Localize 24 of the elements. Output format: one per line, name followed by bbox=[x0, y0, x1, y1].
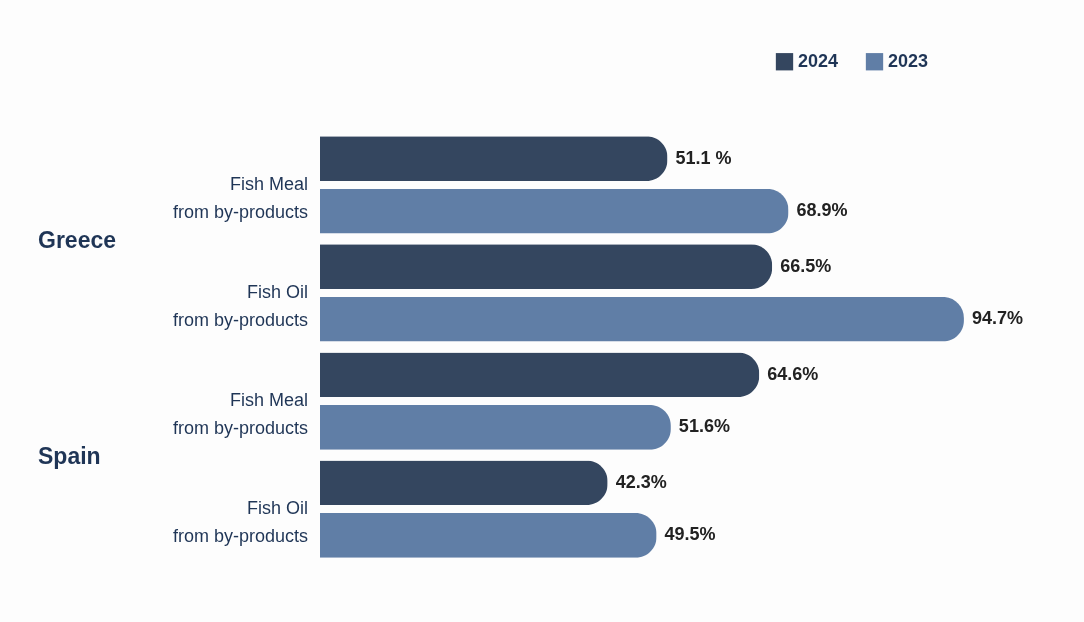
data-label: 51.6% bbox=[678, 416, 730, 437]
bar bbox=[320, 244, 773, 290]
bar bbox=[320, 460, 608, 506]
text: Greece bbox=[38, 226, 117, 253]
bar bbox=[320, 352, 760, 398]
legend-label: 2023 bbox=[888, 50, 929, 71]
data-label: 68.9% bbox=[796, 200, 848, 221]
y-tick-label: Fish Oil from by-products bbox=[172, 281, 308, 330]
bar bbox=[320, 188, 789, 234]
data-label: 66.5% bbox=[780, 255, 832, 276]
data-label: 42.3% bbox=[615, 471, 667, 492]
data-label: 94.7% bbox=[971, 308, 1023, 329]
legend-label: 2024 bbox=[798, 50, 839, 71]
data-label: 49.5% bbox=[664, 524, 716, 545]
bar bbox=[320, 296, 964, 342]
data-label: 51.1 % bbox=[675, 147, 732, 168]
y-tick-label: Fish Meal from by-products bbox=[172, 390, 308, 439]
y-tick-label: Fish Meal from by-products bbox=[172, 173, 308, 222]
y-tick-label: Fish Oil from by-products bbox=[172, 498, 308, 547]
bar bbox=[320, 513, 657, 558]
bar bbox=[320, 136, 668, 181]
bar bbox=[320, 404, 671, 450]
text: Spain bbox=[38, 443, 101, 470]
data-label: 64.6% bbox=[767, 363, 819, 384]
